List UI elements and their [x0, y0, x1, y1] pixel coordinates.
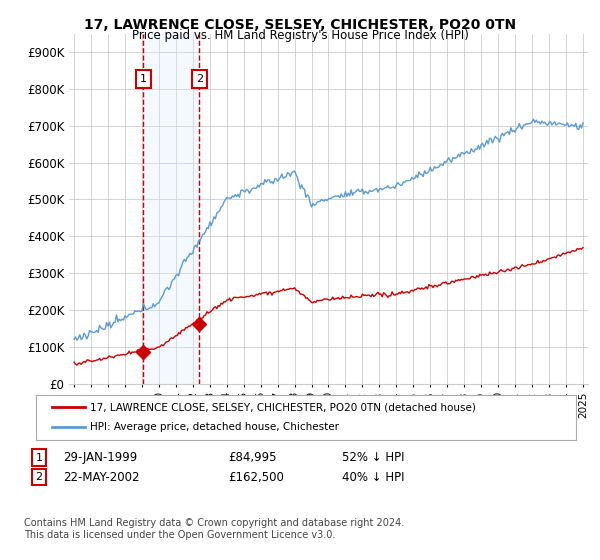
Text: 22-MAY-2002: 22-MAY-2002	[63, 470, 139, 484]
Text: £162,500: £162,500	[228, 470, 284, 484]
Text: £84,995: £84,995	[228, 451, 277, 464]
Text: HPI: Average price, detached house, Chichester: HPI: Average price, detached house, Chic…	[90, 422, 339, 432]
Text: 40% ↓ HPI: 40% ↓ HPI	[342, 470, 404, 484]
Text: This data is licensed under the Open Government Licence v3.0.: This data is licensed under the Open Gov…	[24, 530, 335, 540]
Text: 17, LAWRENCE CLOSE, SELSEY, CHICHESTER, PO20 0TN (detached house): 17, LAWRENCE CLOSE, SELSEY, CHICHESTER, …	[90, 402, 476, 412]
Text: 1: 1	[35, 452, 43, 463]
Text: 29-JAN-1999: 29-JAN-1999	[63, 451, 137, 464]
Text: 1: 1	[140, 74, 147, 84]
Bar	[143, 34, 199, 384]
Text: Contains HM Land Registry data © Crown copyright and database right 2024.: Contains HM Land Registry data © Crown c…	[24, 519, 404, 529]
Text: 2: 2	[35, 472, 43, 482]
Text: 2: 2	[196, 74, 203, 84]
Text: 17, LAWRENCE CLOSE, SELSEY, CHICHESTER, PO20 0TN: 17, LAWRENCE CLOSE, SELSEY, CHICHESTER, …	[84, 18, 516, 32]
Text: Price paid vs. HM Land Registry's House Price Index (HPI): Price paid vs. HM Land Registry's House …	[131, 29, 469, 42]
Text: 52% ↓ HPI: 52% ↓ HPI	[342, 451, 404, 464]
